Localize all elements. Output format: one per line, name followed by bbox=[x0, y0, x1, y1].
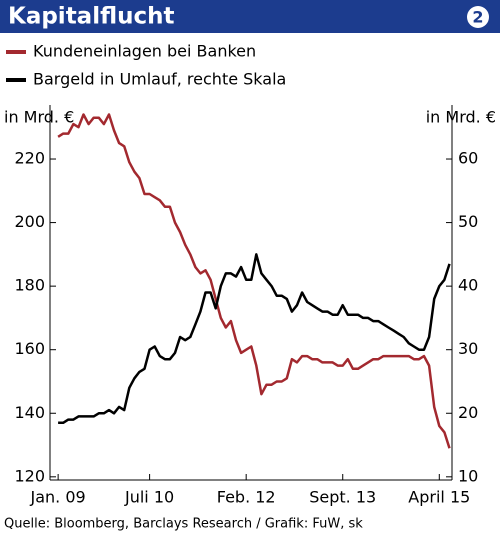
series-line bbox=[58, 253, 451, 425]
y-tick-label: 180 bbox=[14, 276, 45, 295]
x-tick-label: April 15 bbox=[408, 488, 470, 507]
y-axis-label: in Mrd. € bbox=[4, 108, 74, 127]
source: Quelle: Bloomberg, Barclays Research / G… bbox=[4, 517, 363, 532]
badge-circle bbox=[467, 6, 489, 28]
y-tick-label: 160 bbox=[14, 339, 45, 358]
y2-tick-label: 30 bbox=[458, 339, 478, 358]
x-tick-label: Feb. 12 bbox=[217, 488, 276, 507]
y2-tick-label: 40 bbox=[458, 276, 478, 295]
badge: 2 bbox=[472, 8, 483, 27]
x-tick-label: Juli 10 bbox=[124, 488, 174, 507]
y-tick-label: 120 bbox=[14, 466, 45, 485]
legend-label: Bargeld in Umlauf, rechte Skala bbox=[33, 70, 286, 89]
y2-tick-label: 20 bbox=[458, 403, 478, 422]
legend-label: Kundeneinlagen bei Banken bbox=[33, 42, 256, 61]
y-tick-label: 200 bbox=[14, 212, 45, 231]
y2-tick-label: 10 bbox=[458, 466, 478, 485]
y2-axis-label: in Mrd. € bbox=[426, 108, 496, 127]
chart-title: Kapitalflucht bbox=[8, 4, 175, 30]
y2-tick-label: 60 bbox=[458, 149, 478, 168]
y-tick-label: 220 bbox=[14, 149, 45, 168]
series-line bbox=[57, 113, 451, 449]
x-tick-label: Jan. 09 bbox=[30, 488, 86, 507]
x-tick-label: Sept. 13 bbox=[309, 488, 376, 507]
y-tick-label: 140 bbox=[14, 403, 45, 422]
y2-tick-label: 50 bbox=[458, 212, 478, 231]
header-bar bbox=[0, 0, 500, 33]
